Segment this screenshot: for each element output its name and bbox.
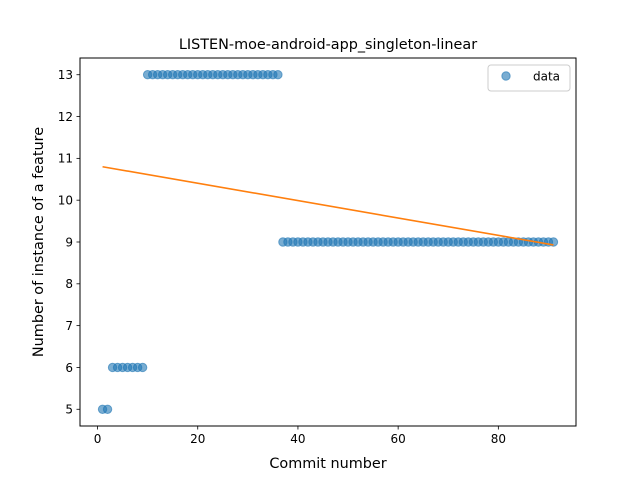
y-tick-label: 10 (58, 193, 73, 207)
y-tick-label: 6 (65, 361, 73, 375)
x-tick-label: 20 (190, 432, 205, 446)
x-tick-label: 80 (491, 432, 506, 446)
x-axis: 0 20 40 60 80 (94, 426, 506, 446)
data-point (137, 362, 148, 373)
y-tick-label: 13 (58, 68, 73, 82)
y-axis-label: Number of instance of a feature (31, 127, 47, 357)
legend-label-data: data (533, 70, 560, 84)
y-tick-label: 11 (58, 152, 73, 166)
series-layer (97, 70, 559, 414)
legend-marker-data (501, 71, 511, 81)
data-point (102, 404, 113, 414)
legend-box (487, 64, 571, 92)
y-tick-label: 9 (65, 235, 73, 249)
x-tick-label: 0 (94, 432, 102, 446)
y-tick-label: 12 (58, 110, 73, 124)
x-axis-label: Commit number (269, 456, 386, 472)
chart-title: LISTEN-moe-android-app_singleton-linear (179, 37, 477, 53)
y-tick-label: 5 (65, 403, 73, 417)
x-tick-label: 60 (391, 432, 406, 446)
x-tick-label: 40 (290, 432, 305, 446)
y-tick-label: 7 (65, 319, 73, 333)
y-axis: 5 6 7 8 9 10 11 12 13 (58, 68, 80, 417)
plot-frame (79, 57, 577, 427)
legend: data (487, 64, 571, 92)
y-tick-label: 8 (65, 277, 73, 291)
data-point (273, 70, 283, 80)
trend-line (102, 165, 554, 246)
